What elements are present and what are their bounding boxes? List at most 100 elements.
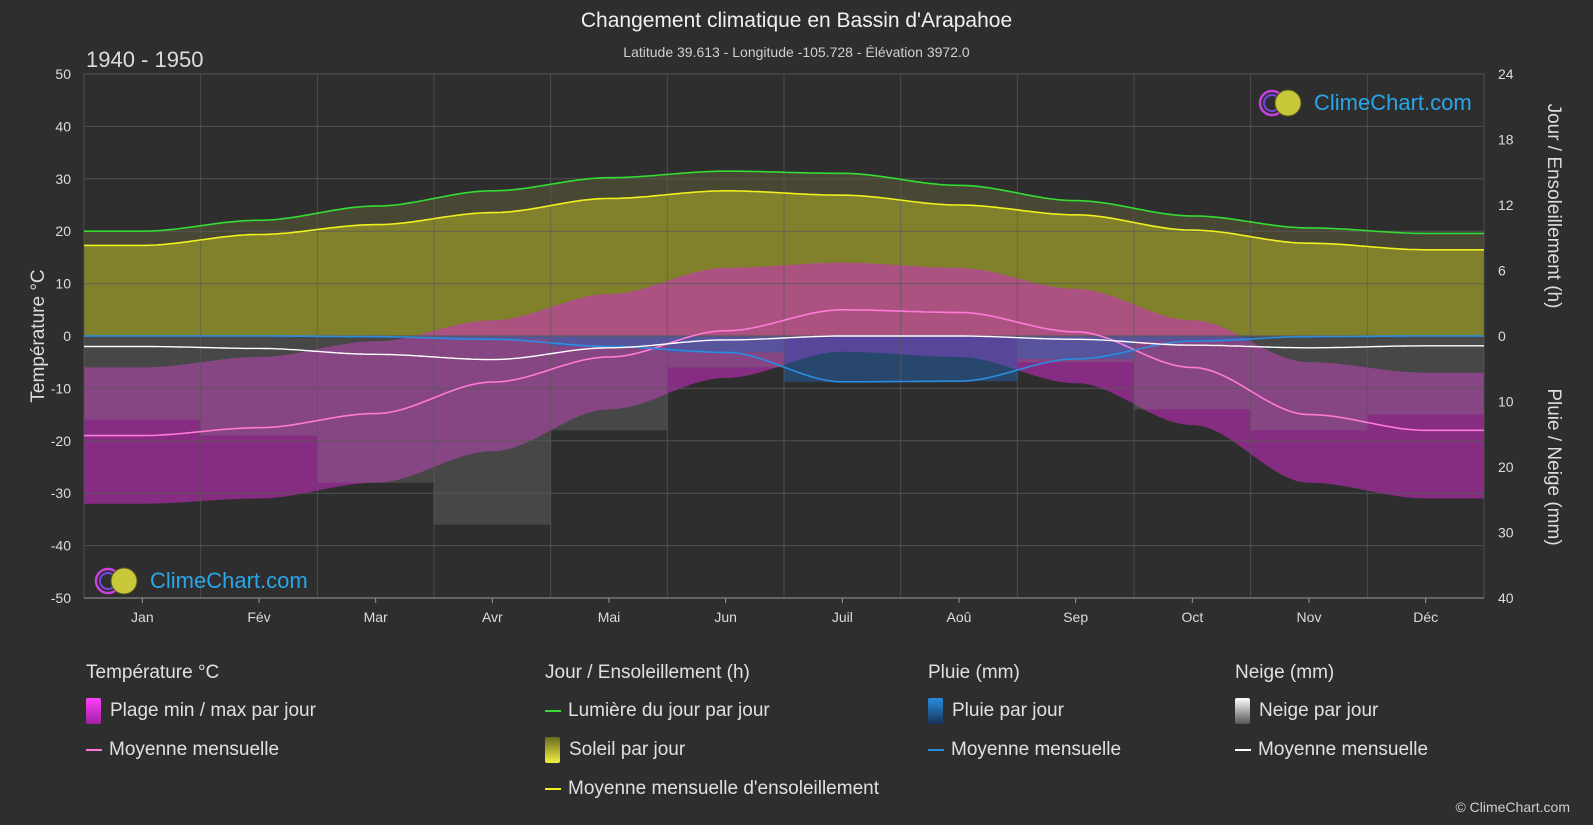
- y-left-tick-label: 20: [55, 223, 71, 239]
- y-right-top-tick-label: 18: [1498, 132, 1514, 148]
- brand-logo-text: ClimeChart.com: [150, 568, 308, 593]
- legend-temperature: Température °C Plage min / max par jour …: [86, 662, 316, 777]
- brand-logo-icon: [94, 567, 138, 595]
- snow-month-bar: [434, 336, 551, 525]
- y-right-bottom-tick-label: 40: [1498, 590, 1514, 606]
- rain-month-bar: [784, 336, 901, 382]
- rain-month-bar: [550, 336, 668, 347]
- x-tick-label: Sep: [1063, 609, 1088, 625]
- legend-sun: Jour / Ensoleillement (h) Lumière du jou…: [545, 662, 879, 816]
- legend-item-temp-mean: Moyenne mensuelle: [86, 738, 316, 762]
- legend-label: Lumière du jour par jour: [568, 700, 770, 721]
- y-axis-left-label: Température °C: [28, 269, 49, 402]
- y-left-tick-label: 40: [55, 118, 71, 134]
- y-left-tick-label: 30: [55, 171, 71, 187]
- x-tick-label: Jun: [714, 609, 737, 625]
- legend-label: Moyenne mensuelle d'ensoleillement: [568, 778, 879, 799]
- temperature-mean-line: [84, 309, 1484, 437]
- legend-rain-title: Pluie (mm): [928, 662, 1020, 683]
- legend-item-sunshine-mean: Moyenne mensuelle d'ensoleillement: [545, 777, 879, 801]
- sunshine-mean-line: [84, 190, 1484, 251]
- legend-item-rain-mean: Moyenne mensuelle: [928, 738, 1121, 762]
- x-tick-label: Jan: [131, 609, 154, 625]
- legend-item-daylight: Lumière du jour par jour: [545, 699, 879, 723]
- axes-group: 50 40 30 20 10 0 -10 -20 -30 -40 -50 24 18 12 6 0 10 20 30…: [51, 66, 1514, 625]
- legend-item-temp-range: Plage min / max par jour: [86, 698, 316, 724]
- rain-month-bar: [1134, 336, 1251, 342]
- y-right-bottom-tick-label: 10: [1498, 394, 1514, 410]
- temp-range-swatch: [86, 698, 101, 724]
- rain-mean-line: [84, 335, 1484, 383]
- snow-month-bar: [84, 336, 201, 420]
- legend-label: Neige par jour: [1259, 700, 1379, 721]
- y-left-tick-label: -40: [51, 538, 71, 554]
- rain-swatch: [928, 698, 943, 724]
- x-tick-label: Nov: [1297, 609, 1322, 625]
- temp-mean-swatch: [86, 749, 102, 751]
- copyright-text: © ClimeChart.com: [1455, 799, 1570, 815]
- y-left-tick-label: -20: [51, 433, 71, 449]
- snow-month-bar: [550, 336, 668, 431]
- rain-month-bar: [900, 336, 1018, 382]
- y-left-tick-label: 10: [55, 276, 71, 292]
- y-left-tick-label: -50: [51, 590, 71, 606]
- y-right-bottom-tick-label: 20: [1498, 459, 1514, 475]
- sunshine-swatch: [545, 737, 560, 763]
- x-tick-label: Déc: [1413, 609, 1438, 625]
- legend-sun-title: Jour / Ensoleillement (h): [545, 662, 750, 683]
- legend-label: Pluie par jour: [952, 700, 1064, 721]
- legend-item-sunshine: Soleil par jour: [545, 737, 879, 763]
- legend-label: Moyenne mensuelle: [1258, 739, 1429, 760]
- x-tick-label: Mai: [598, 609, 621, 625]
- y-left-tick-label: -30: [51, 485, 71, 501]
- y-right-top-tick-label: 0: [1498, 328, 1506, 344]
- snow-month-bar: [317, 336, 434, 483]
- climate-chart: 50 40 30 20 10 0 -10 -20 -30 -40 -50 24 18 12 6 0 10 20 30…: [28, 66, 1564, 625]
- x-tick-label: Fév: [247, 609, 270, 625]
- brand-logo-bottom[interactable]: ClimeChart.com: [94, 566, 308, 596]
- chart-title: Changement climatique en Bassin d'Arapah…: [580, 9, 1013, 32]
- snow-mean-swatch: [1235, 749, 1251, 751]
- legend-label: Moyenne mensuelle: [109, 739, 280, 760]
- brand-logo-top[interactable]: ClimeChart.com: [1258, 88, 1472, 118]
- snow-month-bar: [1134, 336, 1251, 410]
- snow-swatch: [1235, 698, 1250, 724]
- series-lines-group: [84, 170, 1484, 437]
- daylight-swatch: [545, 710, 561, 712]
- y-left-tick-label: 0: [63, 328, 71, 344]
- snow-month-bar: [1367, 336, 1484, 415]
- snow-month-bar: [1250, 336, 1368, 431]
- sunshine-mean-swatch: [545, 788, 561, 790]
- period-label: 1940 - 1950: [86, 47, 204, 72]
- legend-temperature-title: Température °C: [86, 662, 220, 683]
- y-left-tick-label: 50: [55, 66, 71, 82]
- legend-rain: Pluie (mm) Pluie par jour Moyenne mensue…: [928, 662, 1121, 777]
- x-tick-label: Avr: [482, 609, 503, 625]
- legend-item-rain-daily: Pluie par jour: [928, 698, 1121, 724]
- y-axis-right-bottom-label: Pluie / Neige (mm): [1543, 388, 1564, 545]
- y-right-bottom-tick-label: 30: [1498, 525, 1514, 541]
- x-tick-label: Aoû: [947, 609, 972, 625]
- y-right-top-tick-label: 6: [1498, 263, 1506, 279]
- y-axis-right-top-label: Jour / Ensoleillement (h): [1543, 104, 1564, 309]
- snow-month-bar: [200, 336, 318, 436]
- brand-logo-text: ClimeChart.com: [1314, 90, 1472, 115]
- legend-snow-title: Neige (mm): [1235, 662, 1335, 683]
- x-tick-label: Juil: [832, 609, 853, 625]
- y-left-tick-label: -10: [51, 380, 71, 396]
- rain-month-bar: [667, 336, 784, 353]
- rain-month-bar: [434, 336, 551, 340]
- legend-label: Soleil par jour: [569, 739, 686, 760]
- x-tick-label: Mar: [364, 609, 388, 625]
- legend-snow: Neige (mm) Neige par jour Moyenne mensue…: [1235, 662, 1428, 777]
- rain-month-bar: [1017, 336, 1134, 359]
- grid-group: [83, 73, 1485, 599]
- y-right-top-tick-label: 12: [1498, 197, 1514, 213]
- daylight-line: [84, 170, 1484, 235]
- chart-subtitle: Latitude 39.613 - Longitude -105.728 - É…: [623, 44, 970, 60]
- legend-label: Plage min / max par jour: [110, 700, 316, 721]
- brand-logo-icon: [1258, 89, 1302, 117]
- legend-label: Moyenne mensuelle: [951, 739, 1122, 760]
- legend-item-snow-mean: Moyenne mensuelle: [1235, 738, 1428, 762]
- rain-mean-swatch: [928, 749, 944, 751]
